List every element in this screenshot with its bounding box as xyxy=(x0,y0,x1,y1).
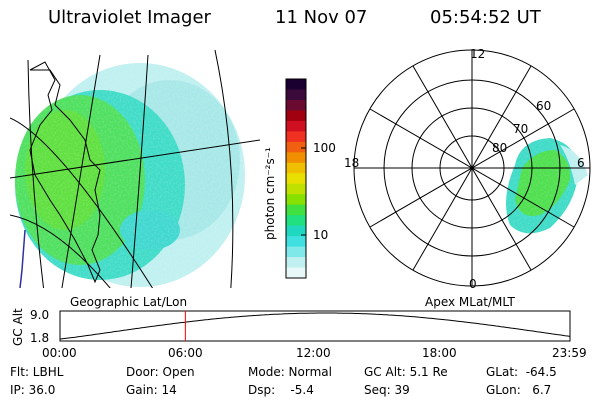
orbit-xtick-2: 12:00 xyxy=(296,346,331,360)
status-glat: GLat: -64.5 xyxy=(486,365,557,379)
colorbar xyxy=(286,79,306,279)
time-readout: 05:54:52 UT xyxy=(430,7,541,28)
orbit-xtick-0: 00:00 xyxy=(42,346,77,360)
colorbar-segment xyxy=(286,152,306,164)
orbit-ylabel: GC Alt xyxy=(11,308,25,346)
mlt-label-0: 0 xyxy=(469,277,477,291)
orbit-xtick-1: 06:00 xyxy=(168,346,203,360)
status-door: Door: Open xyxy=(126,365,195,379)
orbit-xtick-3: 18:00 xyxy=(422,346,457,360)
colorbar-unit-label: photon cm⁻²s⁻¹ xyxy=(263,147,277,240)
colorbar-segment xyxy=(286,257,306,269)
colorbar-segment xyxy=(286,267,306,279)
status-gain: Gain: 14 xyxy=(126,383,177,397)
mlt-label-18: 18 xyxy=(344,156,360,170)
colorbar-tick-100: 100 xyxy=(313,141,336,155)
colorbar-segment xyxy=(286,225,306,237)
colorbar-segment xyxy=(286,236,306,248)
colorbar-segment xyxy=(286,131,306,143)
colorbar-segment xyxy=(286,141,306,153)
mlat-label-80: 80 xyxy=(492,141,508,155)
status-gcalt: GC Alt: 5.1 Re xyxy=(364,365,448,379)
colorbar-segment xyxy=(286,173,306,185)
colorbar-segment xyxy=(286,79,306,90)
geo-panel-caption: Geographic Lat/Lon xyxy=(70,295,188,309)
orbit-altitude-plot xyxy=(59,310,571,342)
polar-map xyxy=(353,49,591,287)
colorbar-segment xyxy=(286,162,306,174)
colorbar-tick-10: 10 xyxy=(313,228,329,242)
orbit-ytick-bottom: 1.8 xyxy=(30,331,50,345)
mlt-label-12: 12 xyxy=(470,47,486,61)
status-flt: Flt: LBHL xyxy=(10,365,64,379)
geographic-map xyxy=(10,45,260,288)
status-seq: Seq: 39 xyxy=(364,383,410,397)
status-dsp: Dsp: -5.4 xyxy=(248,383,314,397)
colorbar-segment xyxy=(286,120,306,132)
orbit-ytick-top: 9.0 xyxy=(30,308,50,322)
colorbar-segment xyxy=(286,194,306,206)
colorbar-segment xyxy=(286,89,306,101)
colorbar-segment xyxy=(286,246,306,258)
coastline xyxy=(29,61,101,284)
status-glon: GLon: 6.7 xyxy=(486,383,552,397)
date-readout: 11 Nov 07 xyxy=(275,7,368,28)
colorbar-segment xyxy=(286,204,306,216)
colorbar-segment xyxy=(286,99,306,111)
colorbar-segment xyxy=(286,110,306,122)
app-title: Ultraviolet Imager xyxy=(48,7,211,28)
colorbar-segment xyxy=(286,183,306,195)
mlat-label-60: 60 xyxy=(536,99,552,113)
mlat-label-70: 70 xyxy=(513,122,529,136)
status-mode: Mode: Normal xyxy=(248,365,332,379)
mlt-label-6: 6 xyxy=(577,156,585,170)
polar-panel-caption: Apex MLat/MLT xyxy=(425,295,515,309)
orbit-xtick-4: 23:59 xyxy=(552,346,587,360)
colorbar-segment xyxy=(286,215,306,227)
status-ip: IP: 36.0 xyxy=(10,383,56,397)
